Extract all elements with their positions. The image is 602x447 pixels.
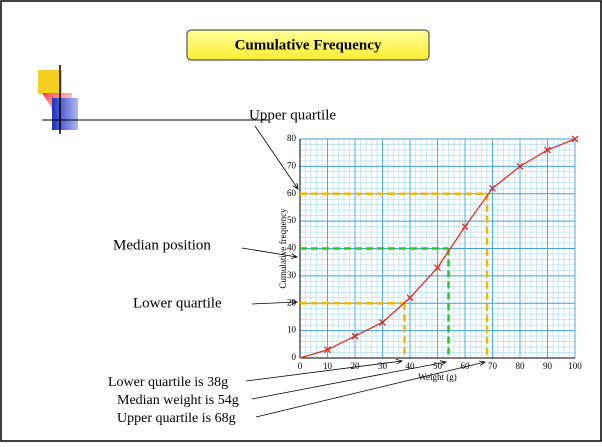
- annotation: Lower quartile: [133, 295, 222, 311]
- x-tick-label: 60: [461, 361, 471, 371]
- annotation: Upper quartile is 68g: [117, 411, 236, 426]
- y-tick-label: 80: [287, 133, 297, 143]
- x-axis-label: Weight (g): [418, 372, 457, 382]
- y-tick-label: 70: [287, 160, 297, 170]
- y-tick-label: 40: [287, 243, 297, 253]
- point-marker: [379, 318, 386, 326]
- y-tick-label: 0: [292, 352, 297, 362]
- point-marker: [434, 264, 441, 272]
- point-marker: [461, 223, 469, 231]
- x-tick-label: 90: [543, 361, 553, 371]
- annotation: Median weight is 54g: [117, 393, 239, 408]
- x-tick-label: 30: [378, 361, 388, 371]
- x-tick-label: 0: [298, 361, 303, 371]
- y-tick-label: 60: [287, 188, 297, 198]
- x-tick-label: 100: [568, 361, 582, 371]
- x-tick-label: 20: [351, 361, 361, 371]
- annotation-arrow: [251, 362, 446, 400]
- annotation-arrow: [254, 125, 298, 189]
- annotation-arrow: [245, 361, 402, 382]
- plot: 0 10 20 30 40 50 60 70 80 90 10001020304050607080W…: [278, 133, 582, 382]
- point-marker: [516, 162, 524, 170]
- annotation-arrow: [255, 362, 485, 418]
- chart-title: Cumulative Frequency: [235, 37, 382, 53]
- y-axis-label: Cumulative frequency: [278, 208, 288, 289]
- title-box: [186, 29, 430, 61]
- point-marker: [571, 135, 579, 143]
- x-tick-label: 50: [433, 361, 443, 371]
- logo: [38, 65, 268, 134]
- x-tick-label: 10: [323, 361, 333, 371]
- annotation-arrow: [251, 302, 297, 304]
- y-tick-label: 30: [287, 270, 297, 280]
- point-marker: [351, 332, 359, 340]
- point-marker: [544, 146, 551, 154]
- point-marker: [489, 184, 496, 192]
- x-tick-label: 70: [488, 361, 498, 371]
- x-tick-label: 40: [406, 361, 416, 371]
- annotation-arrow: [241, 247, 297, 257]
- point-marker: [406, 294, 414, 302]
- annotation: Lower quartile is 38g: [108, 375, 228, 390]
- annotation: Upper quartile: [249, 107, 336, 123]
- annotation: Median position: [113, 237, 211, 253]
- point-marker: [324, 346, 331, 354]
- y-tick-label: 10: [287, 325, 297, 335]
- x-tick-label: 80: [516, 361, 526, 371]
- y-tick-label: 50: [287, 215, 297, 225]
